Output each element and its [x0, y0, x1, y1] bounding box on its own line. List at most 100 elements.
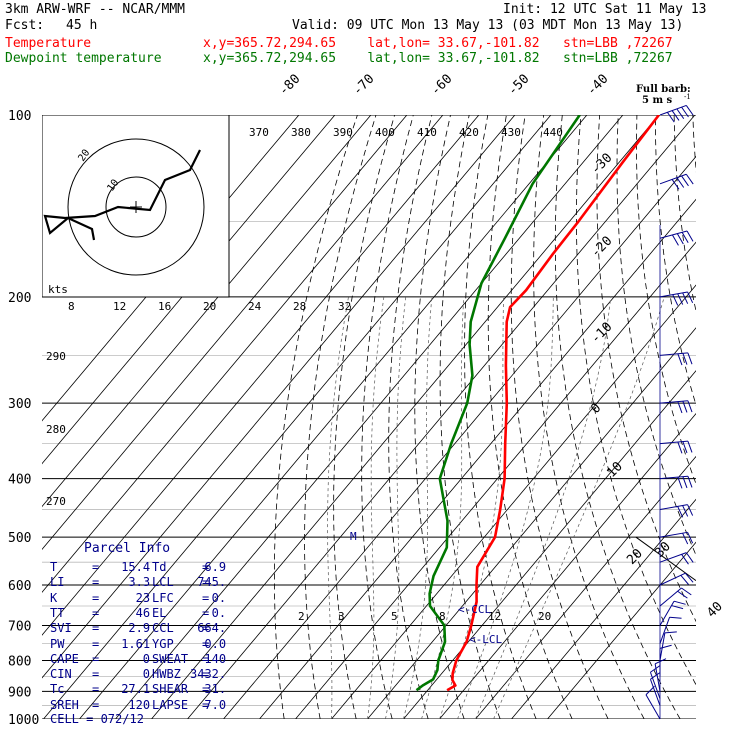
parcel-label: LAPSE: [152, 697, 189, 712]
legend-dewpoint-info: x,y=365.72,294.65 lat,lon= 33.67,-101.82…: [203, 51, 673, 66]
pressure-label-700: 700: [8, 619, 31, 634]
wind-barb-flag: [664, 631, 677, 634]
mixing-ratio-label: 8: [68, 300, 75, 313]
wind-barb-flag: [677, 506, 684, 518]
dry-adiabat: [575, 115, 696, 686]
wind-barb-flag: [682, 441, 688, 454]
wind-barb-flag: [681, 554, 689, 565]
parcel-eq: =: [202, 560, 210, 574]
wind-barb-flag: [685, 552, 694, 563]
isotherm-line: [547, 541, 696, 719]
parcel-value: 0.: [211, 590, 227, 605]
theta-left-label: 290: [46, 350, 66, 363]
parcel-eq: =: [92, 682, 100, 697]
parcel-eq: =: [92, 621, 100, 636]
wind-barb-flag: [685, 173, 694, 185]
moist-adiabat: [439, 296, 504, 719]
mixing-ratio-label: 12: [113, 300, 126, 313]
parcel-label: PW: [50, 636, 65, 651]
parcel-value: 46: [135, 605, 151, 620]
isotherm-line: [42, 115, 480, 636]
isotherm-line: [439, 413, 696, 719]
parcel-value: 6.9: [204, 560, 227, 574]
pressure-label-500: 500: [8, 531, 31, 546]
mixing-ratio-low-label: 20: [538, 610, 551, 623]
isotherm-label: 40: [704, 599, 726, 621]
wind-barb-flag: [687, 441, 693, 453]
pressure-label-800: 800: [8, 654, 31, 669]
dry-adiabat: [730, 115, 740, 719]
theta-label: 410: [417, 126, 437, 139]
wind-barb-flag: [677, 441, 683, 454]
moist-adiabat: [475, 296, 612, 719]
wind-barb-flag: [676, 108, 685, 119]
wind-barb-staff: [659, 587, 682, 607]
parcel-label: Tc: [50, 682, 65, 697]
model-title: 3km ARW-WRF -- NCAR/MMM: [5, 2, 186, 17]
isotherm-line: [115, 115, 624, 719]
wind-barb-flag: [686, 230, 694, 242]
isotherm-label: -80: [276, 72, 303, 99]
parcel-label: LCL: [152, 575, 174, 590]
dry-adiabat: [361, 115, 414, 719]
hodograph-kts-label: kts: [48, 283, 68, 296]
wind-barb-flag: [682, 292, 689, 304]
parcel-eq: =: [92, 575, 100, 590]
dry-adiabat: [414, 115, 465, 719]
dry-adiabat: [388, 115, 433, 719]
wind-barb-flag: [677, 401, 683, 414]
dry-adiabat: [636, 115, 696, 485]
wind-barb-flag: [659, 644, 672, 649]
level-marker: <-CCL: [458, 603, 491, 616]
isotherm-line: [43, 115, 552, 719]
barb-note-exponent: -1: [684, 93, 691, 101]
level-marker: <-LCL: [469, 633, 502, 646]
parcel-label: SWEAT: [152, 651, 189, 666]
wind-barb-flag: [672, 294, 679, 306]
legend-dewpoint-label: Dewpoint temperature: [5, 51, 162, 66]
moist-adiabat: [493, 296, 665, 719]
wind-barb-flag: [682, 353, 688, 365]
dry-adiabat: [464, 115, 537, 719]
wind-barb-flag: [684, 572, 694, 583]
wind-barb-flag: [671, 605, 684, 610]
mixing-ratio-label: 24: [248, 300, 262, 313]
wind-barb-flag: [687, 400, 693, 413]
theta-label: 420: [459, 126, 479, 139]
isotherm-label: -60: [428, 72, 455, 99]
theta-label: 430: [501, 126, 521, 139]
isotherm-label: -70: [350, 72, 377, 99]
dry-adiabat: [554, 115, 681, 719]
dry-adiabat: [439, 115, 501, 719]
dry-adiabat: [655, 115, 696, 407]
parcel-eq: =: [202, 590, 210, 605]
parcel-value: 31.: [204, 682, 227, 697]
parcel-value: 140: [204, 651, 227, 666]
dry-adiabat: [333, 115, 395, 719]
isotherm-line: [403, 370, 696, 719]
moist-adiabat: [421, 296, 465, 719]
parcel-cell: CELL = 072/12: [50, 712, 144, 726]
init-time: Init: 12 UTC Sat 11 May 13: [503, 2, 707, 17]
wind-barb-flag: [677, 293, 684, 305]
isotherm-line: [187, 115, 696, 719]
wind-barb-flag: [671, 179, 680, 190]
pressure-label-600: 600: [8, 579, 31, 594]
mixing-ratio-low-label: 12: [488, 610, 501, 623]
moist-adiabat: [385, 296, 407, 719]
parcel-value: 27.1: [121, 682, 151, 697]
hodograph-ring-10: [105, 176, 167, 238]
isotherm-label: 30: [652, 539, 674, 561]
parcel-value: 23: [135, 590, 151, 605]
wind-barb-staff: [659, 617, 671, 644]
pressure-label-1000: 1000: [8, 713, 39, 728]
parcel-label: TT: [50, 605, 65, 620]
temperature-profile: [446, 115, 660, 692]
theta-label: 390: [333, 126, 353, 139]
legend-temperature-info: x,y=365.72,294.65 lat,lon= 33.67,-101.82…: [203, 36, 673, 51]
wind-barb-flag: [681, 232, 689, 243]
parcel-eq: =: [92, 605, 100, 620]
dry-adiabat: [304, 115, 377, 719]
wind-barb-staff: [659, 104, 687, 116]
